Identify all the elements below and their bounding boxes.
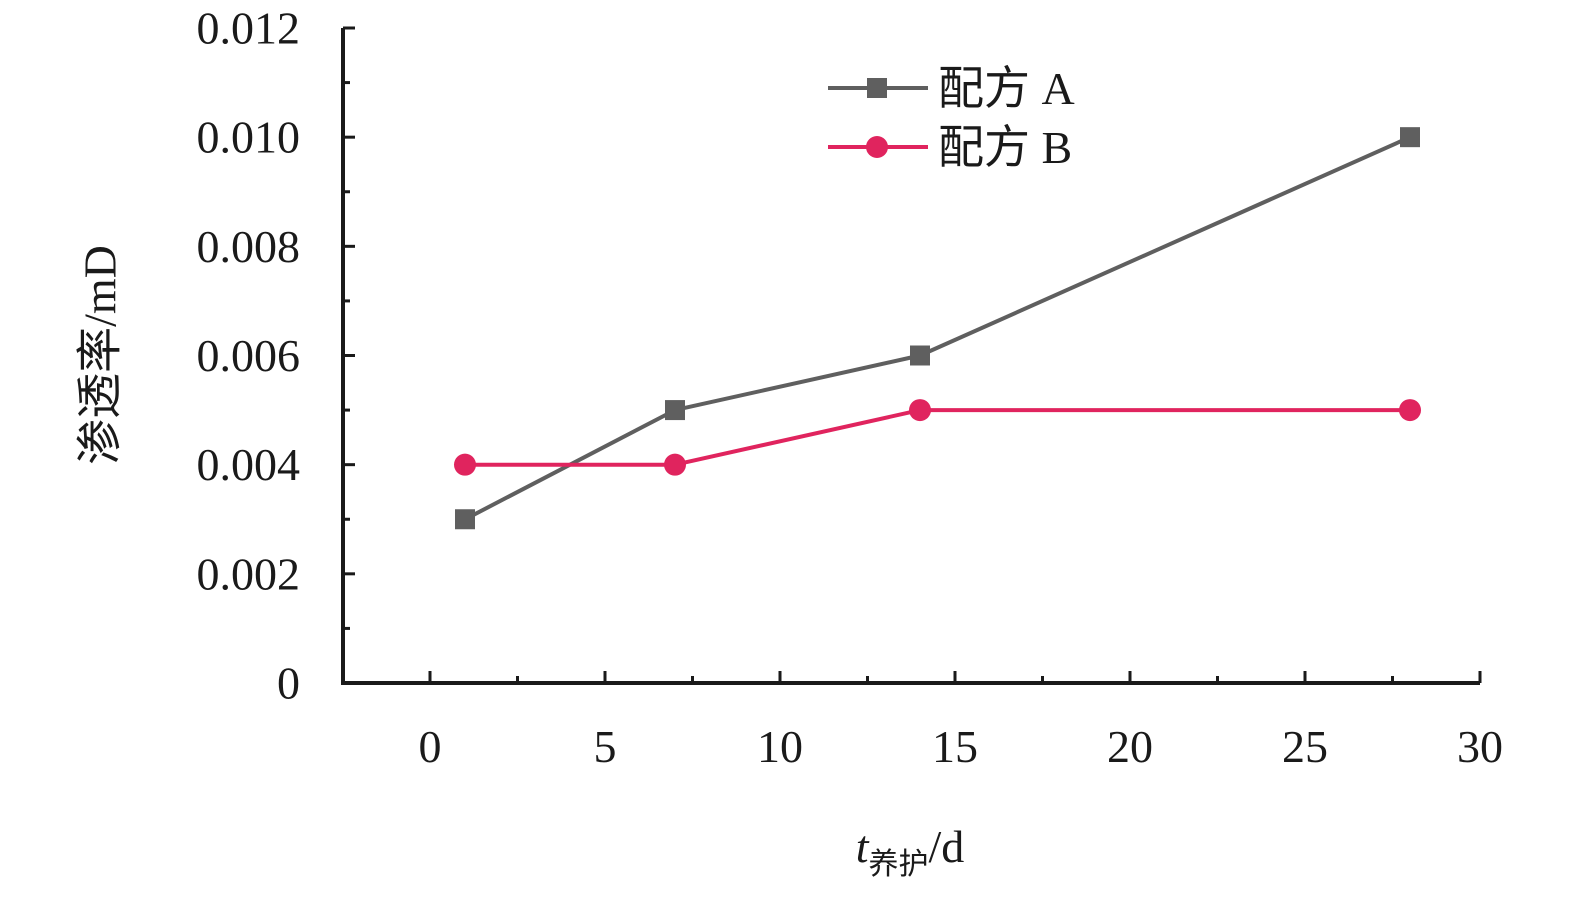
x-ticks	[428, 671, 1482, 683]
x-tick-label: 25	[1282, 721, 1328, 772]
data-point-circle	[909, 399, 931, 422]
data-point-square	[665, 400, 685, 421]
y-tick-label: 0.006	[197, 330, 301, 381]
x-tick-label: 30	[1457, 721, 1503, 772]
y-tick-labels: 0 0.002 0.004 0.006 0.008 0.010 0.012	[197, 3, 301, 709]
x-axis-title-italic: t	[856, 821, 870, 872]
series-line	[464, 135, 1411, 522]
series-group	[454, 399, 1421, 476]
x-tick-label: 15	[932, 721, 978, 772]
legend-marker-square	[867, 78, 887, 98]
legend-marker-circle	[866, 136, 888, 158]
data-point-circle	[1399, 399, 1421, 422]
y-tick-label: 0.004	[197, 439, 301, 490]
y-tick-label: 0.010	[197, 112, 301, 163]
x-tick-label: 10	[757, 721, 803, 772]
data-point-square	[910, 345, 930, 366]
y-tick-label: 0.012	[197, 3, 301, 54]
data-point-square	[1400, 127, 1420, 148]
series-line	[465, 408, 1410, 467]
data-point-square	[455, 509, 475, 530]
y-tick-label: 0.008	[197, 221, 301, 272]
x-tick-label: 5	[594, 721, 617, 772]
series-layer	[454, 127, 1421, 530]
y-tick-label: 0.002	[197, 548, 301, 599]
x-axis-title-suffix: /d	[929, 821, 965, 872]
series-group	[455, 127, 1420, 530]
legend-label-series-a: 配方 A	[938, 63, 1075, 114]
y-tick-label: 0	[277, 658, 300, 709]
y-ticks	[343, 26, 355, 630]
x-tick-label: 0	[419, 721, 442, 772]
legend-item-series-a: 配方 A	[828, 63, 1075, 114]
x-axis-title: t养护/d	[856, 821, 965, 881]
legend-label-series-b: 配方 B	[938, 122, 1072, 173]
x-axis-title-subscript: 养护	[869, 848, 929, 881]
x-tick-label: 20	[1107, 721, 1153, 772]
y-axis-title: 渗透率/mD	[75, 245, 126, 465]
legend: 配方 A 配方 B	[828, 63, 1075, 173]
data-point-circle	[454, 453, 476, 476]
data-point-circle	[664, 453, 686, 476]
legend-item-series-b: 配方 B	[828, 122, 1072, 173]
x-tick-labels: 0 5 10 15 20 25 30	[419, 721, 1504, 772]
